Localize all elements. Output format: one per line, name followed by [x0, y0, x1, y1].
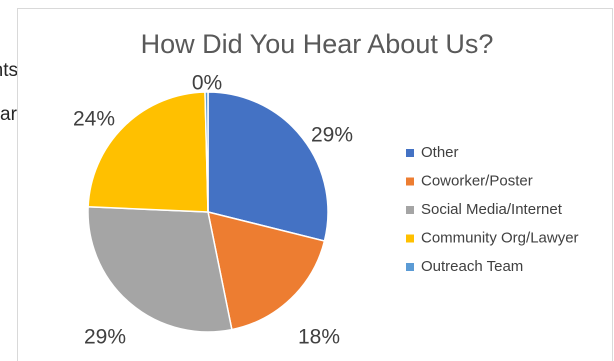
legend-item-coworker-poster[interactable]: Coworker/Poster [406, 172, 533, 189]
pie-slice-other[interactable] [207, 91, 329, 242]
legend[interactable]: Other Coworker/Poster Social Media/Interne… [406, 144, 579, 275]
legend-label: Social Media/Internet [421, 201, 563, 218]
legend-swatch [406, 234, 414, 243]
data-label-community-org-lawyer: 24% [73, 108, 115, 131]
pie-slice-community-org-lawyer[interactable] [87, 91, 209, 213]
legend-item-other[interactable]: Other [406, 144, 459, 161]
chart-object[interactable]: How Did You Hear About Us? 29% 18% 29% 24% 0… [17, 8, 613, 361]
data-label-outreach-team: 0% [192, 72, 222, 95]
pie-slice-social-media-internet[interactable] [87, 205, 233, 333]
legend-swatch [406, 206, 414, 214]
pie-slice-coworker-poster[interactable] [207, 210, 326, 331]
legend-item-social-media-internet[interactable]: Social Media/Internet [406, 201, 563, 218]
legend-swatch [406, 177, 414, 186]
pie-slice-outreach-team[interactable] [204, 91, 209, 213]
legend-swatch [406, 149, 414, 157]
legend-label: Community Org/Lawyer [421, 229, 579, 246]
cut-off-cell-text-1: nts [0, 60, 18, 81]
pie-slices [87, 91, 329, 333]
data-label-coworker-poster: 18% [298, 326, 340, 349]
pie-chart: How Did You Hear About Us? 29% 18% 29% 24% 0… [73, 29, 579, 349]
legend-item-outreach-team[interactable]: Outreach Team [406, 258, 523, 275]
data-label-other: 29% [311, 124, 353, 147]
legend-label: Other [421, 144, 459, 161]
legend-item-community-org-lawyer[interactable]: Community Org/Lawyer [406, 229, 579, 246]
cut-off-cell-text-2: ar [0, 104, 17, 125]
legend-label: Coworker/Poster [421, 172, 533, 189]
legend-swatch [406, 263, 414, 271]
chart-title: How Did You Hear About Us? [141, 29, 494, 59]
data-label-social-media-internet: 29% [84, 326, 126, 349]
legend-label: Outreach Team [421, 258, 523, 275]
data-labels: 29% 18% 29% 24% 0% [73, 72, 353, 349]
